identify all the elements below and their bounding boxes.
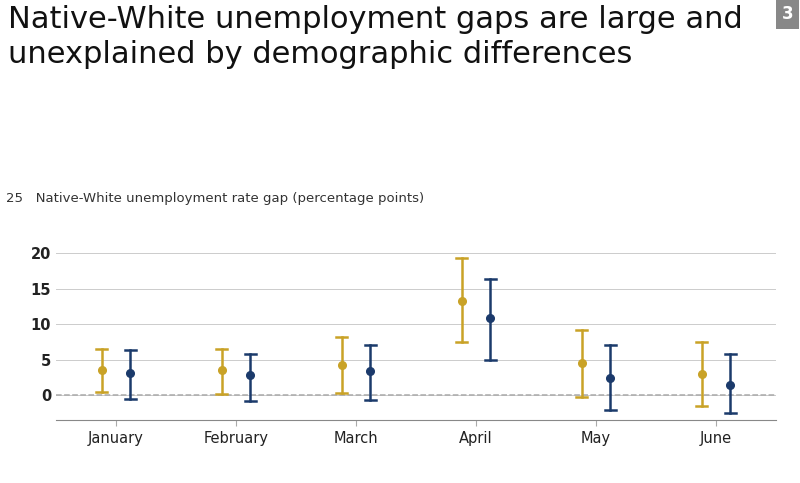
- Text: 25   Native-White unemployment rate gap (percentage points): 25 Native-White unemployment rate gap (p…: [6, 192, 424, 205]
- Text: Native-White unemployment gaps are large and
unexplained by demographic differen: Native-White unemployment gaps are large…: [8, 5, 742, 69]
- Text: 3: 3: [782, 5, 794, 23]
